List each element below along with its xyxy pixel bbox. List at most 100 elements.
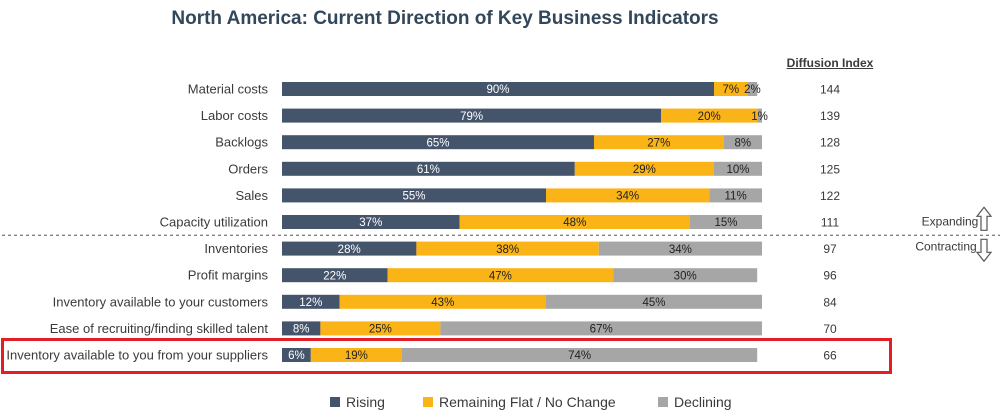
category-label: Inventory available to you from your sup… [6, 348, 268, 363]
bar-segment [709, 188, 762, 203]
diffusion-index-value: 97 [823, 242, 837, 256]
diffusion-index-value: 125 [820, 162, 840, 176]
bar-segment [546, 188, 710, 203]
data-label: 20% [698, 111, 721, 123]
data-label: 55% [402, 191, 425, 203]
bar-segment [723, 135, 762, 150]
diffusion-index-header: Diffusion Index [786, 56, 874, 70]
diffusion-index-value: 128 [820, 136, 840, 150]
legend-swatch [658, 397, 668, 407]
data-label: 67% [590, 324, 613, 336]
contracting-label: Contracting [915, 239, 976, 253]
bar-segment [387, 268, 614, 283]
legend-swatch [330, 397, 340, 407]
bar-segment [339, 294, 546, 309]
data-label: 27% [647, 137, 670, 149]
bar-segment [747, 82, 758, 96]
bar-segment [714, 82, 748, 96]
legend-label: Declining [674, 394, 732, 410]
diffusion-index-value: 96 [823, 269, 837, 283]
category-label: Capacity utilization [160, 215, 268, 230]
bar-segment [282, 108, 662, 123]
legend-label: Remaining Flat / No Change [439, 394, 616, 410]
data-label: 29% [633, 164, 656, 176]
data-label: 30% [674, 270, 697, 282]
bar-segment [282, 321, 321, 336]
legend-swatch [423, 397, 433, 407]
category-label: Backlogs [215, 135, 268, 150]
data-label: 37% [359, 217, 382, 229]
diffusion-index-value: 139 [820, 109, 840, 123]
data-label: 47% [489, 270, 512, 282]
data-label: 22% [323, 270, 346, 282]
diffusion-index-value: 84 [823, 295, 837, 309]
data-label: 43% [431, 297, 454, 309]
diffusion-index-value: 70 [823, 322, 837, 336]
data-label: 90% [486, 84, 509, 96]
category-label: Sales [235, 188, 268, 203]
highlight-box [1, 338, 892, 374]
bar-segment [282, 215, 460, 229]
data-label: 8% [293, 324, 310, 336]
expanding-label: Expanding [922, 214, 979, 228]
data-label: 79% [460, 111, 483, 123]
bar-segment [661, 108, 758, 123]
data-label: 2% [744, 84, 761, 96]
data-label: 61% [417, 164, 440, 176]
bar-segment [459, 215, 690, 229]
up-arrow-icon [975, 206, 993, 231]
category-label: Ease of recruiting/finding skilled talen… [50, 321, 269, 336]
bar-segment [310, 348, 402, 362]
data-label: 48% [563, 217, 586, 229]
data-label: 6% [288, 350, 305, 362]
bar-segment [282, 348, 311, 362]
data-label: 34% [669, 244, 692, 256]
bar-segment [282, 161, 575, 176]
down-arrow-icon [975, 238, 993, 263]
data-label: 65% [426, 137, 449, 149]
diffusion-index-value: 111 [821, 216, 840, 230]
diffusion-index-value: 66 [823, 349, 837, 363]
bar-segment [714, 161, 762, 176]
data-label: 8% [734, 137, 751, 149]
bar-segment [402, 348, 758, 362]
bar-segment [282, 188, 546, 203]
bar-segment [282, 82, 714, 96]
bar-segment [574, 161, 714, 176]
chart-title: North America: Current Direction of Key … [171, 8, 719, 29]
diffusion-index-value: 122 [820, 189, 840, 203]
chart-legend: Rising Remaining Flat / No Change Declinin… [0, 394, 1000, 414]
data-label: 38% [496, 244, 519, 256]
bar-segment [282, 241, 417, 256]
data-label: 15% [714, 217, 737, 229]
legend-item: Rising [330, 394, 385, 410]
bar-segment [282, 294, 340, 309]
data-label: 25% [369, 324, 392, 336]
category-label: Profit margins [188, 268, 269, 283]
data-label: 28% [338, 244, 361, 256]
data-label: 19% [345, 350, 368, 362]
data-label: 10% [726, 164, 749, 176]
legend-item: Declining [658, 394, 732, 410]
data-label: 45% [642, 297, 665, 309]
bar-segment [416, 241, 599, 256]
data-label: 12% [299, 297, 322, 309]
data-label: 34% [616, 191, 639, 203]
bar-segment [282, 135, 594, 150]
category-label: Material costs [188, 82, 269, 97]
bar-segment [282, 268, 388, 283]
data-label: 11% [725, 191, 747, 203]
bar-segment [594, 135, 724, 150]
bar-segment [690, 215, 762, 229]
bar-segment [757, 108, 762, 123]
bar-segment [613, 268, 758, 283]
data-label: 74% [568, 350, 591, 362]
category-label: Labor costs [201, 108, 269, 123]
stacked-bar-chart: Material costs 90% 7% 2% 144 Labor costs 79% 20… [2, 82, 1000, 363]
bar-segment [320, 321, 441, 336]
bar-segment [546, 294, 762, 309]
category-label: Inventories [204, 241, 268, 256]
bar-segment [440, 321, 762, 336]
category-label: Orders [228, 161, 268, 176]
data-label: 1% [751, 111, 768, 123]
